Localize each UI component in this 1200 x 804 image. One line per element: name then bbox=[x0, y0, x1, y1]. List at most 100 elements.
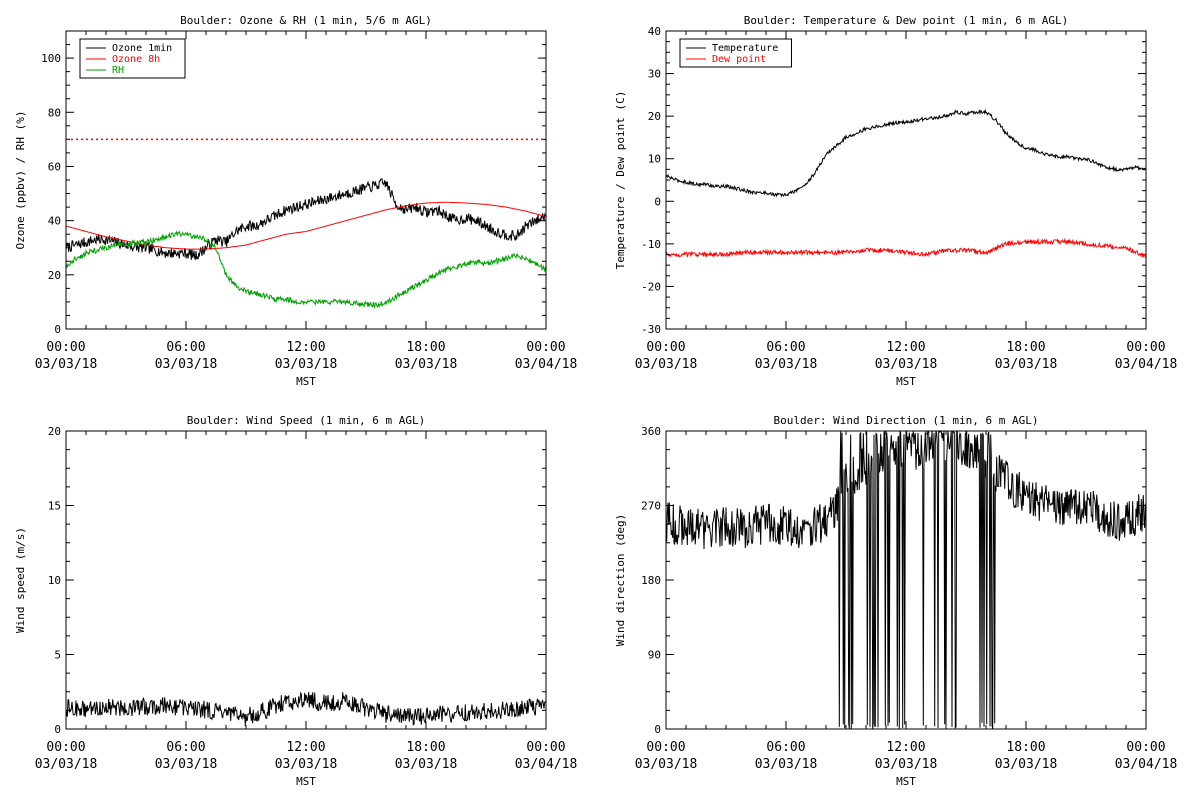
y-axis-label: Wind direction (deg) bbox=[614, 514, 627, 646]
y-tick-label: 30 bbox=[648, 68, 661, 81]
x-axis-label: MST bbox=[296, 775, 316, 788]
y-tick-label: 100 bbox=[41, 52, 61, 65]
x-tick-label-time: 18:00 bbox=[1006, 340, 1045, 355]
chart-panel-2: Boulder: Temperature & Dew point (1 min,… bbox=[614, 14, 1177, 388]
chart-title: Boulder: Temperature & Dew point (1 min,… bbox=[744, 14, 1069, 27]
y-tick-label: 60 bbox=[48, 160, 61, 173]
x-tick-label-date: 03/04/18 bbox=[515, 357, 578, 372]
chart-panel-1: Boulder: Ozone & RH (1 min, 5/6 m AGL) Oz… bbox=[14, 14, 577, 388]
x-tick-label-time: 00:00 bbox=[46, 340, 85, 355]
x-tick-label-time: 06:00 bbox=[766, 740, 805, 755]
y-tick-label: 40 bbox=[648, 25, 661, 38]
x-tick-label-date: 03/04/18 bbox=[1115, 757, 1178, 772]
x-tick-label-time: 00:00 bbox=[646, 340, 685, 355]
x-tick-label-date: 03/03/18 bbox=[875, 357, 938, 372]
x-tick-label-time: 00:00 bbox=[526, 740, 565, 755]
series-line-3 bbox=[66, 230, 546, 309]
y-tick-label: 5 bbox=[54, 649, 61, 662]
x-tick-label-date: 03/03/18 bbox=[155, 757, 218, 772]
y-tick-label: 20 bbox=[48, 425, 61, 438]
x-tick-label-time: 12:00 bbox=[886, 340, 925, 355]
x-axis-label: MST bbox=[896, 775, 916, 788]
chart-title: Boulder: Ozone & RH (1 min, 5/6 m AGL) bbox=[180, 14, 432, 27]
y-tick-label: 40 bbox=[48, 215, 61, 228]
y-tick-label: 10 bbox=[48, 574, 61, 587]
plot-frame bbox=[665, 430, 1147, 730]
y-tick-label: -20 bbox=[641, 280, 661, 293]
chart-panel-4: Boulder: Wind Direction (1 min, 6 m AGL)… bbox=[614, 414, 1177, 788]
series-line-2 bbox=[66, 201, 546, 250]
x-tick-label-time: 00:00 bbox=[526, 340, 565, 355]
y-tick-label: 10 bbox=[648, 153, 661, 166]
y-tick-label: 0 bbox=[54, 323, 61, 336]
y-tick-label: 20 bbox=[48, 269, 61, 282]
series-line-1 bbox=[66, 691, 546, 726]
x-tick-label-time: 00:00 bbox=[46, 740, 85, 755]
y-tick-label: 0 bbox=[54, 723, 61, 736]
x-tick-label-time: 06:00 bbox=[166, 340, 205, 355]
x-tick-label-date: 03/03/18 bbox=[755, 357, 818, 372]
legend-label: Dew point bbox=[712, 54, 766, 65]
x-tick-label-date: 03/03/18 bbox=[635, 357, 698, 372]
legend-box bbox=[679, 38, 792, 68]
legend-label: Temperature bbox=[712, 43, 778, 54]
y-tick-label: -10 bbox=[641, 238, 661, 251]
y-axis-label: Wind speed (m/s) bbox=[14, 527, 27, 633]
y-tick-label: 0 bbox=[654, 723, 661, 736]
y-axis-label: Temperature / Dew point (C) bbox=[614, 91, 627, 270]
x-tick-label-date: 03/03/18 bbox=[875, 757, 938, 772]
x-tick-label-time: 00:00 bbox=[646, 740, 685, 755]
x-tick-label-date: 03/03/18 bbox=[395, 357, 458, 372]
plot-frame bbox=[65, 430, 547, 730]
y-tick-label: -30 bbox=[641, 323, 661, 336]
x-axis-label: MST bbox=[296, 375, 316, 388]
y-tick-label: 270 bbox=[641, 500, 661, 513]
legend-label: Ozone 1min bbox=[112, 43, 172, 54]
x-tick-label-date: 03/03/18 bbox=[275, 757, 338, 772]
series-line-1 bbox=[66, 178, 546, 260]
x-tick-label-time: 12:00 bbox=[886, 740, 925, 755]
x-tick-label-date: 03/04/18 bbox=[515, 757, 578, 772]
x-tick-label-date: 03/03/18 bbox=[35, 357, 98, 372]
x-tick-label-time: 00:00 bbox=[1126, 340, 1165, 355]
chart-title: Boulder: Wind Speed (1 min, 6 m AGL) bbox=[187, 414, 425, 427]
plot-frame bbox=[665, 30, 1147, 330]
x-tick-label-date: 03/03/18 bbox=[995, 357, 1058, 372]
y-tick-label: 360 bbox=[641, 425, 661, 438]
x-tick-label-time: 12:00 bbox=[286, 340, 325, 355]
x-tick-label-date: 03/03/18 bbox=[275, 357, 338, 372]
x-tick-label-date: 03/03/18 bbox=[755, 757, 818, 772]
y-tick-label: 80 bbox=[48, 106, 61, 119]
x-tick-label-date: 03/03/18 bbox=[635, 757, 698, 772]
series-line-2 bbox=[666, 237, 1146, 259]
chart-panel-3: Boulder: Wind Speed (1 min, 6 m AGL) Wind… bbox=[14, 414, 577, 788]
y-axis-label: Ozone (ppbv) / RH (%) bbox=[14, 110, 27, 249]
x-tick-label-time: 18:00 bbox=[406, 740, 445, 755]
x-tick-label-date: 03/03/18 bbox=[155, 357, 218, 372]
x-tick-label-date: 03/04/18 bbox=[1115, 357, 1178, 372]
x-tick-label-time: 00:00 bbox=[1126, 740, 1165, 755]
legend-box bbox=[79, 38, 186, 79]
x-tick-label-date: 03/03/18 bbox=[995, 757, 1058, 772]
legend-label: Ozone 8h bbox=[112, 54, 160, 65]
y-tick-label: 15 bbox=[48, 500, 61, 513]
y-tick-label: 90 bbox=[648, 649, 661, 662]
y-tick-label: 180 bbox=[641, 574, 661, 587]
series-line-1 bbox=[666, 108, 1146, 198]
series-line-1 bbox=[666, 431, 1146, 729]
x-tick-label-time: 06:00 bbox=[766, 340, 805, 355]
x-axis-label: MST bbox=[896, 375, 916, 388]
x-tick-label-time: 12:00 bbox=[286, 740, 325, 755]
x-tick-label-date: 03/03/18 bbox=[395, 757, 458, 772]
x-tick-label-time: 18:00 bbox=[406, 340, 445, 355]
x-tick-label-time: 06:00 bbox=[166, 740, 205, 755]
y-tick-label: 0 bbox=[654, 195, 661, 208]
x-tick-label-date: 03/03/18 bbox=[35, 757, 98, 772]
plot-frame bbox=[65, 30, 547, 330]
y-tick-label: 20 bbox=[648, 110, 661, 123]
chart-title: Boulder: Wind Direction (1 min, 6 m AGL) bbox=[774, 414, 1039, 427]
x-tick-label-time: 18:00 bbox=[1006, 740, 1045, 755]
legend-label: RH bbox=[112, 65, 124, 76]
